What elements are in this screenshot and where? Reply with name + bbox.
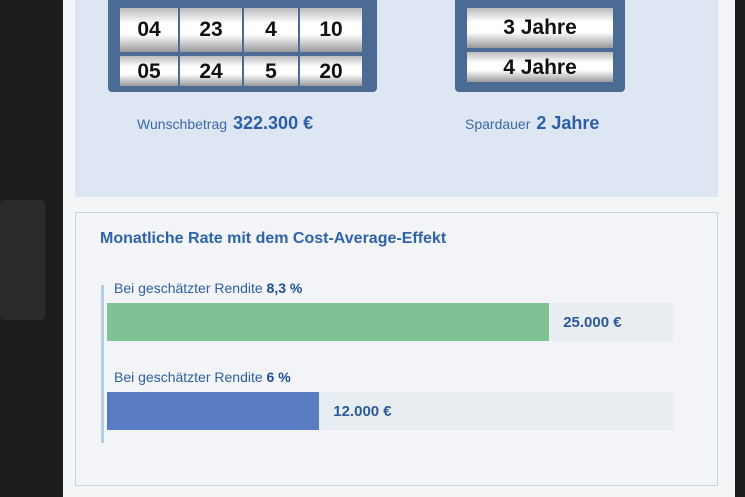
- bar: [107, 392, 320, 430]
- rate-value: 8,3 %: [266, 280, 303, 296]
- picker-cell[interactable]: 10: [300, 8, 362, 52]
- result-panel: [75, 212, 718, 486]
- duration-value: 2 Jahre: [536, 113, 600, 133]
- amount-value: 322.300 €: [233, 113, 314, 133]
- picker-cell[interactable]: 4: [244, 8, 298, 52]
- picker-cell[interactable]: 24: [180, 56, 242, 86]
- rate-value: 6 %: [266, 369, 291, 385]
- bar-label: Bei geschätzter Rendite 8,3 %: [114, 280, 302, 296]
- accent-line: [101, 285, 104, 443]
- picker-cell[interactable]: 4 Jahre: [467, 52, 613, 82]
- picker-cell[interactable]: 3 Jahre: [467, 8, 613, 48]
- rate-label: Bei geschätzter Rendite: [114, 280, 263, 296]
- bar: [107, 303, 550, 341]
- duration-readout: Spardauer 2 Jahre: [465, 113, 599, 134]
- bar-label: Bei geschätzter Rendite 6 %: [114, 369, 291, 385]
- picker-cell[interactable]: 20: [300, 56, 362, 86]
- bar-value-label: 25.000 €: [563, 314, 622, 331]
- side-strap: [0, 200, 45, 320]
- bar-value-label: 12.000 €: [333, 403, 392, 420]
- amount-label: Wunschbetrag: [137, 116, 228, 132]
- duration-picker[interactable]: 3 Jahre 4 Jahre: [455, 0, 625, 92]
- duration-label: Spardauer: [465, 116, 531, 132]
- picker-cell[interactable]: 05: [120, 56, 178, 86]
- picker-cell[interactable]: 04: [120, 8, 178, 52]
- panel-title: Monatliche Rate mit dem Cost-Average-Eff…: [100, 230, 447, 247]
- amount-picker[interactable]: 04 23 4 10 05 24 5 20: [108, 0, 377, 92]
- amount-readout: Wunschbetrag 322.300 €: [137, 113, 313, 134]
- picker-cell[interactable]: 23: [180, 8, 242, 52]
- picker-cell[interactable]: 5: [244, 56, 298, 86]
- rate-label: Bei geschätzter Rendite: [114, 369, 263, 385]
